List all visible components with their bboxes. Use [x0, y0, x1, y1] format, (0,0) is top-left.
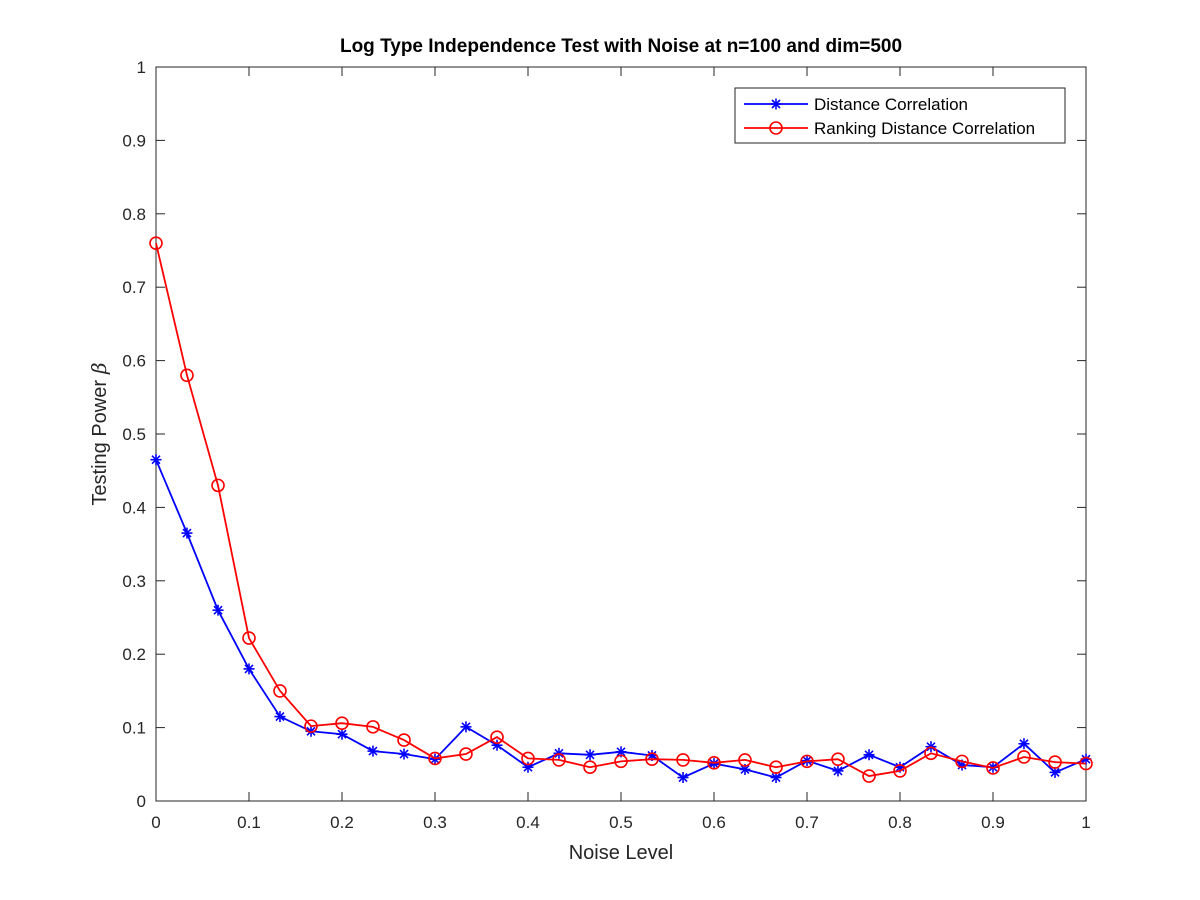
data-point [584, 749, 596, 761]
data-point [552, 753, 566, 767]
x-axis-label: Noise Level [569, 842, 674, 864]
legend-entry: Ranking Distance Correlation [814, 119, 1035, 138]
series-0 [150, 454, 1092, 784]
data-point [274, 711, 286, 723]
x-tick-label: 0.2 [330, 813, 354, 832]
x-tick-label: 0.4 [516, 813, 540, 832]
x-tick-label: 0.7 [795, 813, 819, 832]
y-tick-label: 0 [137, 792, 146, 811]
data-point [149, 236, 163, 250]
data-point [243, 663, 255, 675]
data-point [366, 720, 380, 734]
data-point [150, 454, 162, 466]
x-tick-label: 0.3 [423, 813, 447, 832]
data-point [677, 772, 689, 784]
y-tick-label: 0.7 [122, 278, 146, 297]
x-tick-label: 0.8 [888, 813, 912, 832]
data-point [831, 752, 845, 766]
series-1 [149, 236, 1093, 783]
data-point [800, 754, 814, 769]
y-axis-label: Testing Power β [87, 362, 111, 505]
data-point [645, 752, 659, 766]
y-tick-label: 1 [137, 58, 146, 77]
series-layer [149, 236, 1093, 784]
data-point [583, 760, 597, 775]
data-point [1018, 738, 1030, 750]
data-point [863, 749, 875, 761]
y-tick-label: 0.6 [122, 352, 146, 371]
series-line [155, 242, 1087, 777]
ticks-layer: 0 0.1 0.2 0.3 0.4 0.5 0.6 0.7 0.8 0.9 1 0 0.1 0.2 0.3 0… [122, 58, 1090, 832]
legend-marker [770, 98, 782, 110]
data-point [676, 753, 690, 767]
y-tick-label: 0.8 [122, 205, 146, 224]
data-point [521, 751, 535, 766]
x-tick-label: 0.6 [702, 813, 726, 832]
data-point [460, 721, 472, 733]
x-tick-label: 0.9 [981, 813, 1005, 832]
data-point [459, 747, 473, 761]
data-point [769, 760, 783, 775]
y-tick-label: 0.5 [122, 425, 146, 444]
legend: Distance Correlation Ranking Distance Cor… [734, 87, 1066, 144]
data-point [893, 764, 907, 778]
data-point [180, 368, 194, 383]
x-tick-label: 0.1 [237, 813, 261, 832]
data-point [367, 745, 379, 757]
x-tick-label: 0 [151, 813, 160, 832]
data-point [924, 746, 938, 761]
data-point [986, 761, 1000, 775]
data-point [211, 478, 225, 493]
data-point [335, 716, 349, 730]
y-tick-label: 0.1 [122, 719, 146, 738]
data-point [738, 753, 752, 767]
data-point [212, 604, 224, 616]
legend-marker [769, 121, 783, 135]
x-tick-label: 0.5 [609, 813, 633, 832]
svg-text:Testing Powerβ: Testing Power β [87, 362, 111, 505]
legend-box [734, 87, 1066, 144]
data-point [1048, 755, 1062, 769]
data-point [181, 527, 193, 539]
plot-frame [155, 66, 1087, 802]
plot-area [156, 67, 1086, 801]
data-point [397, 733, 411, 747]
data-point [304, 719, 318, 733]
data-point [707, 756, 721, 770]
y-tick-label: 0.2 [122, 645, 146, 664]
chart-title: Log Type Independence Test with Noise at… [340, 36, 902, 57]
data-point [1079, 756, 1093, 771]
data-point [614, 754, 628, 769]
data-point [428, 751, 442, 766]
data-point [832, 765, 844, 777]
y-tick-label: 0.4 [122, 498, 146, 517]
y-tick-label: 0.3 [122, 572, 146, 591]
data-point [242, 631, 256, 645]
data-point [862, 769, 876, 783]
data-point [955, 754, 969, 769]
data-point [336, 728, 348, 740]
y-axis-label-text: Testing Power [89, 380, 111, 506]
data-point [398, 748, 410, 760]
data-point [1017, 750, 1031, 764]
data-point [273, 684, 287, 698]
data-point [490, 730, 504, 744]
legend-entry: Distance Correlation [814, 95, 968, 114]
data-point [739, 763, 751, 775]
y-axis-label-symbol: β [87, 362, 111, 375]
y-tick-label: 0.9 [122, 131, 146, 150]
x-tick-label: 1 [1081, 813, 1090, 832]
